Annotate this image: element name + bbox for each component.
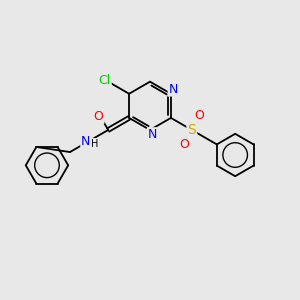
Text: N: N <box>148 128 157 141</box>
Text: Cl: Cl <box>98 74 111 87</box>
Text: O: O <box>179 138 189 151</box>
Text: O: O <box>94 110 103 123</box>
Text: N: N <box>81 135 91 148</box>
Text: S: S <box>188 123 196 137</box>
Text: N: N <box>169 82 178 95</box>
Text: O: O <box>194 109 204 122</box>
Text: H: H <box>91 139 98 149</box>
